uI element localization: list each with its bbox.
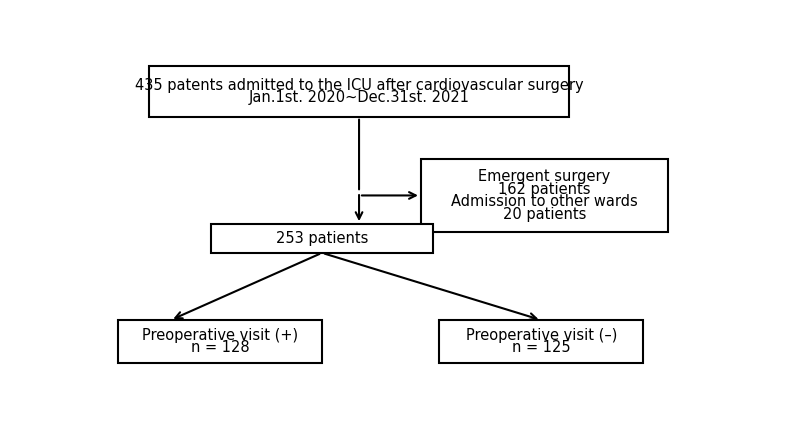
FancyBboxPatch shape <box>421 159 668 232</box>
FancyBboxPatch shape <box>118 320 322 363</box>
FancyBboxPatch shape <box>210 224 434 253</box>
FancyBboxPatch shape <box>149 66 569 117</box>
Text: 162 patients: 162 patients <box>498 182 591 197</box>
Text: Emergent surgery: Emergent surgery <box>478 169 611 184</box>
FancyBboxPatch shape <box>439 320 643 363</box>
Text: 435 patents admitted to the ICU after cardiovascular surgery: 435 patents admitted to the ICU after ca… <box>135 78 583 92</box>
Text: 20 patients: 20 patients <box>503 207 586 222</box>
Text: Preoperative visit (+): Preoperative visit (+) <box>142 328 298 343</box>
Text: Jan.1st. 2020~Dec.31st. 2021: Jan.1st. 2020~Dec.31st. 2021 <box>249 90 469 105</box>
Text: 253 patients: 253 patients <box>276 231 368 246</box>
Text: n = 128: n = 128 <box>190 340 249 355</box>
Text: Admission to other wards: Admission to other wards <box>451 194 638 209</box>
Text: Preoperative visit (–): Preoperative visit (–) <box>465 328 617 343</box>
Text: n = 125: n = 125 <box>512 340 571 355</box>
